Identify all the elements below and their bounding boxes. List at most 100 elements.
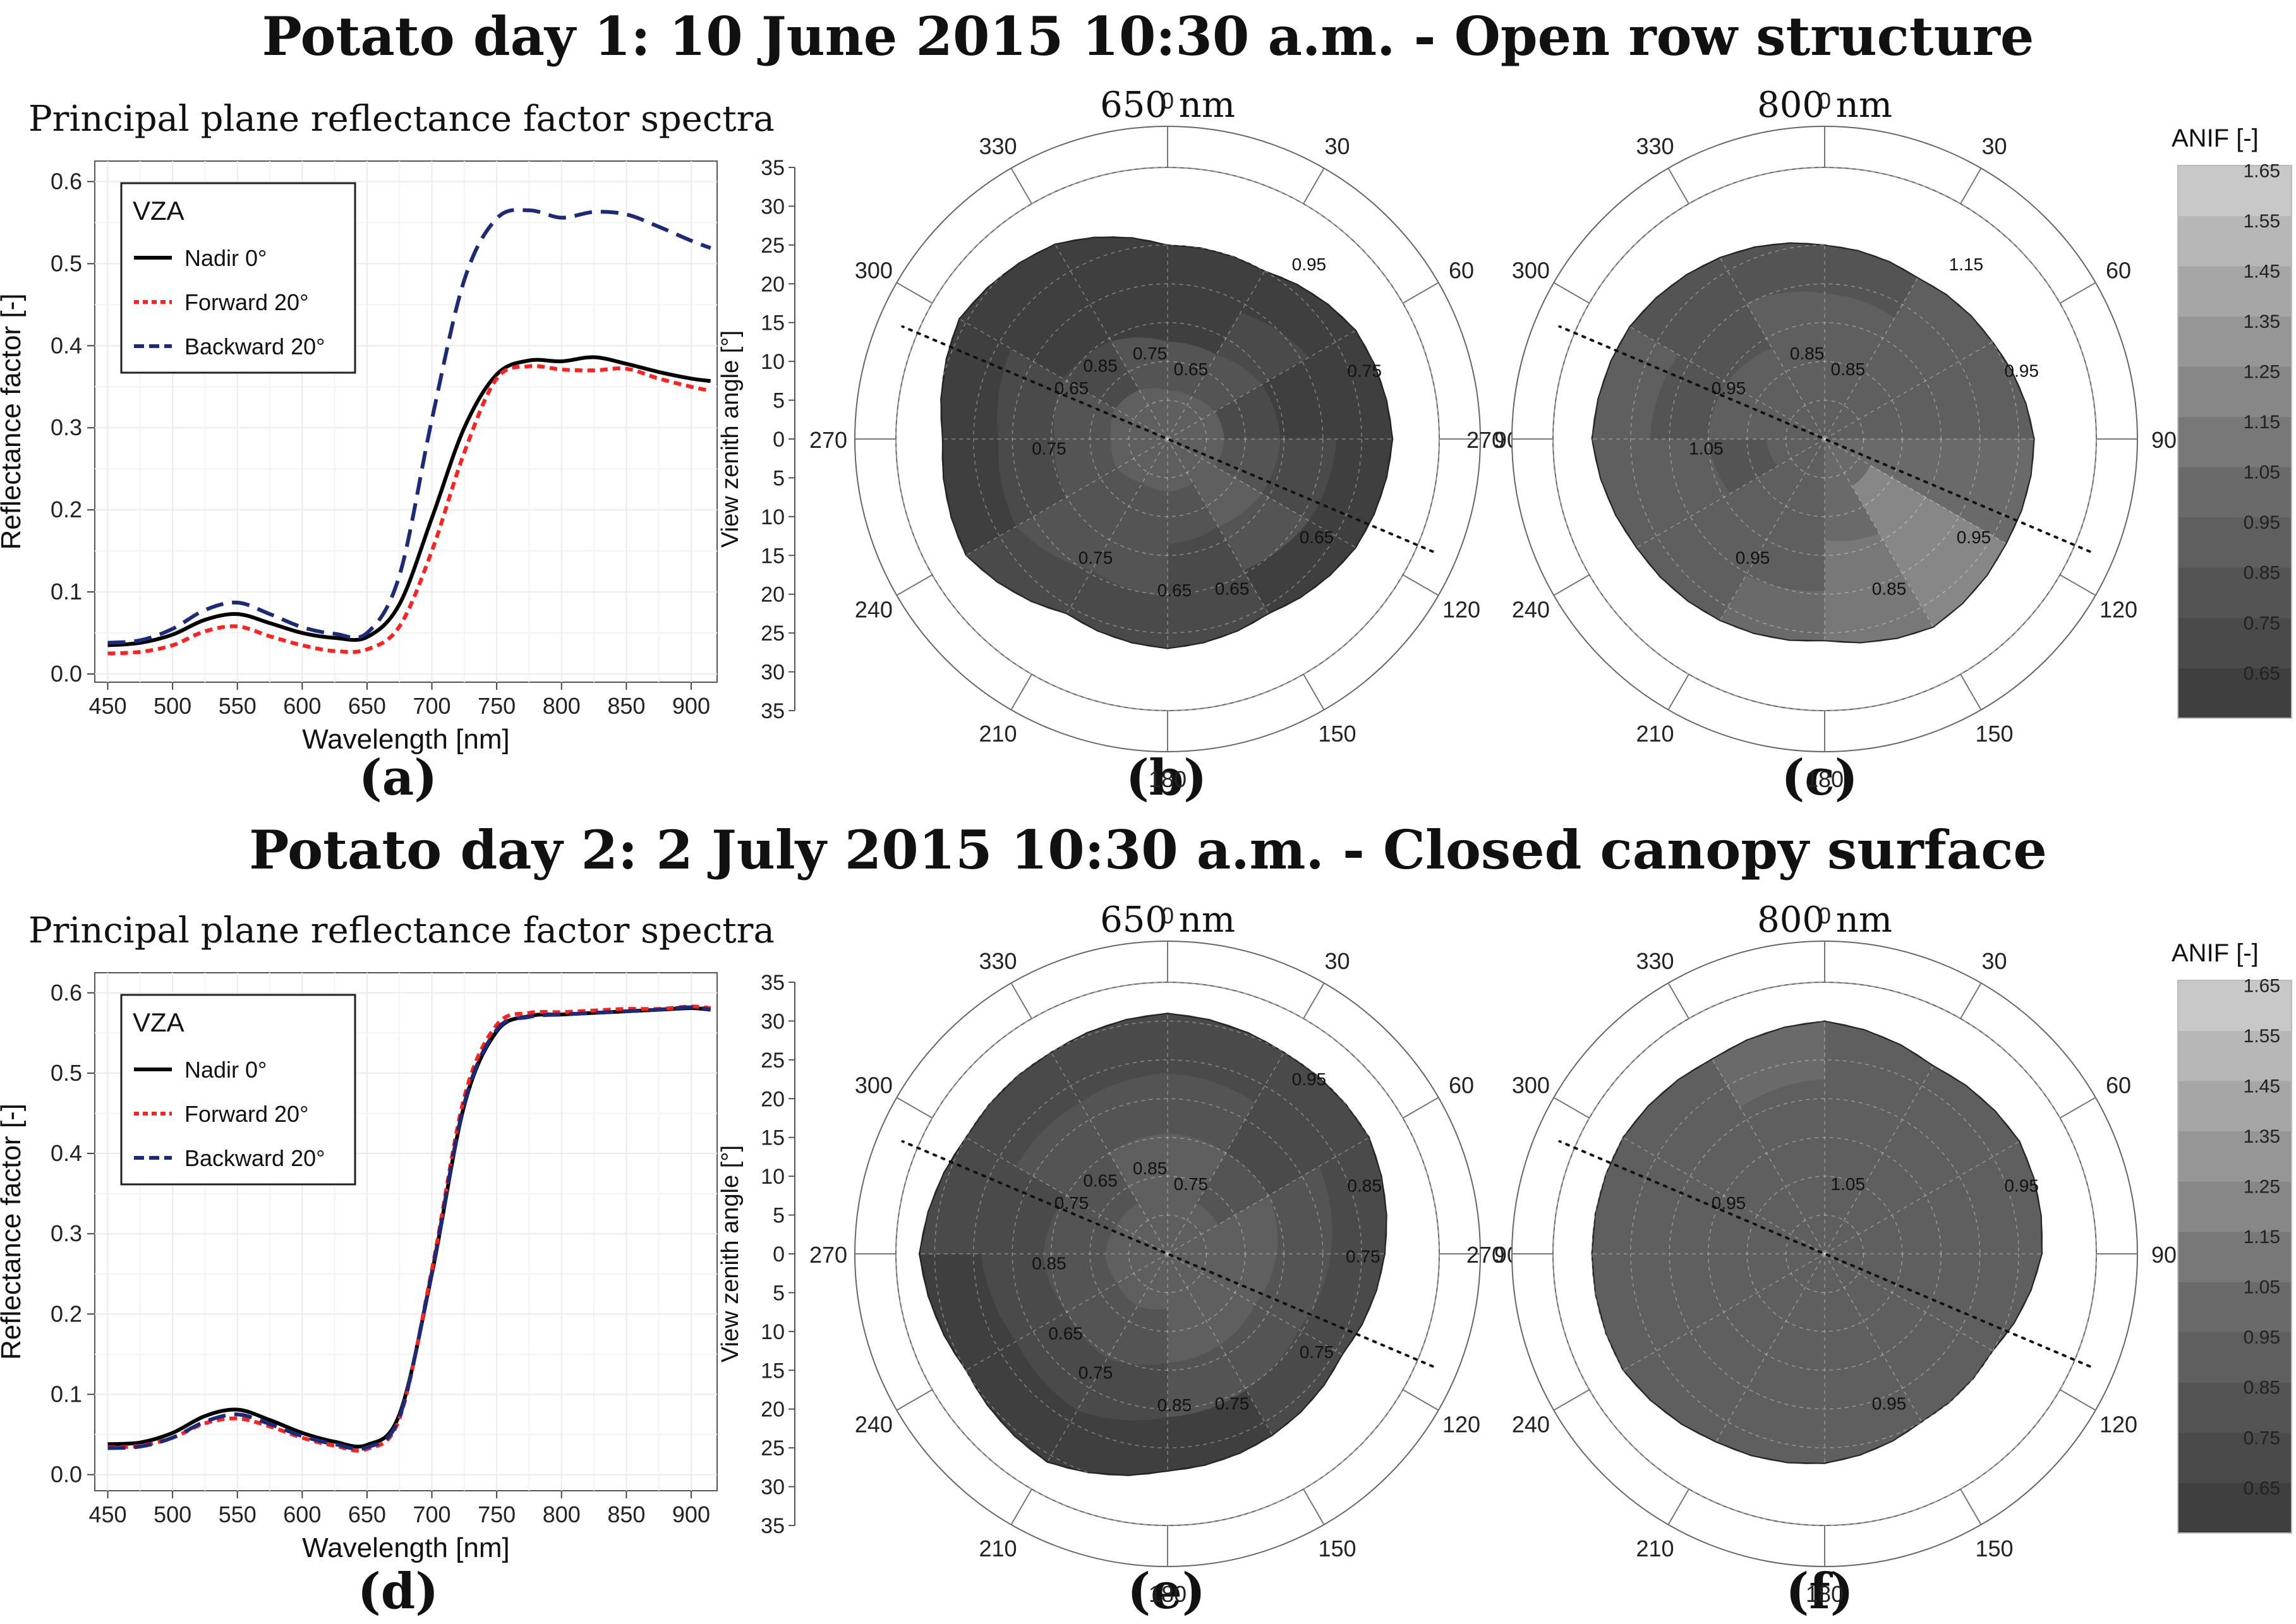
spectra-title: Principal plane reflectance factor spect… — [28, 910, 775, 951]
x-tick-label: 700 — [413, 693, 451, 719]
azimuth-label: 0 — [1161, 88, 1174, 114]
y-tick-label: 0.4 — [51, 1140, 82, 1166]
colorbar-tick-label: 1.05 — [2244, 1277, 2280, 1298]
azimuth-label: 30 — [1324, 948, 1350, 974]
azimuth-label: 120 — [1442, 597, 1480, 623]
colorbar-tick-label: 1.25 — [2244, 362, 2280, 383]
contour-label: 0.95 — [1712, 1193, 1746, 1213]
x-tick-label: 450 — [88, 693, 126, 719]
zenith-tick-label: 15 — [761, 1359, 785, 1383]
azimuth-label: 270 — [809, 427, 847, 453]
zenith-tick-label: 5 — [773, 389, 785, 413]
contour-label: 0.85 — [1083, 356, 1118, 376]
x-tick-label: 550 — [219, 693, 257, 719]
zenith-axis-title: View zenith angle [°] — [717, 330, 744, 548]
azimuth-label: 150 — [1975, 721, 2013, 747]
colorbar-tick-label: 1.35 — [2244, 311, 2280, 332]
zenith-tick-label: 5 — [773, 1281, 785, 1305]
azimuth-label: 240 — [855, 597, 893, 623]
coverage-outline — [1591, 1020, 2043, 1464]
contour-label: 0.75 — [1133, 344, 1168, 363]
panel-label-e: (e) — [1127, 1563, 1205, 1620]
azimuth-tick — [2059, 574, 2096, 596]
zenith-tick-label: 35 — [761, 156, 785, 180]
contour-label: 0.85 — [1347, 1176, 1382, 1196]
colorbar: ANIF [-] 0.65 0.75 0.85 0.95 1.05 1.15 1.25 1.35… — [2172, 124, 2292, 719]
colorbar-tick-label: 0.95 — [2244, 512, 2280, 533]
colorbar-step — [2178, 467, 2292, 518]
colorbar-step — [2178, 668, 2292, 719]
contour-label: 0.95 — [1957, 527, 1991, 547]
grid-ring — [1128, 399, 1207, 479]
grid-ring — [1012, 1098, 1324, 1410]
x-tick-label: 500 — [154, 1501, 191, 1527]
zenith-tick-label: 25 — [761, 622, 785, 646]
y-tick-label: 0.0 — [51, 1462, 82, 1488]
polar-chart-b: 650 nm03060901201501802102402703003300.6… — [717, 85, 1520, 792]
contour-cell — [1796, 1195, 1825, 1255]
colorbar-step — [2178, 416, 2292, 467]
zenith-tick-label: 20 — [761, 272, 785, 296]
legend-label: Backward 20° — [184, 334, 325, 359]
y-tick-label: 0.1 — [51, 579, 82, 604]
polar-title: 800 nm — [1757, 899, 1892, 941]
azimuth-label: 60 — [2106, 1073, 2131, 1098]
legend-box — [120, 994, 356, 1186]
panel-label-a: (a) — [358, 749, 438, 807]
spectra-chart-a: Principal plane reflectance factor spect… — [0, 99, 775, 755]
azimuth-label: 180 — [1806, 766, 1844, 792]
contour-label: 0.65 — [1048, 1323, 1083, 1343]
colorbar-step — [2178, 980, 2292, 1032]
colorbar-tick-label: 1.35 — [2244, 1126, 2280, 1147]
contour-label: 0.85 — [1790, 344, 1825, 363]
x-tick-label: 850 — [607, 1501, 645, 1527]
legend-label: Backward 20° — [184, 1145, 325, 1171]
azimuth-label: 210 — [1636, 721, 1674, 747]
panel-label-f: (f) — [1785, 1563, 1854, 1620]
x-tick-label: 500 — [154, 693, 191, 719]
spectra-chart-d: Principal plane reflectance factor spect… — [0, 910, 775, 1563]
colorbar-step — [2178, 1131, 2292, 1182]
zenith-axis-title: View zenith angle [°] — [717, 1145, 744, 1362]
colorbar-tick-label: 1.55 — [2244, 211, 2280, 232]
azimuth-label: 90 — [2151, 427, 2177, 453]
azimuth-tick — [1010, 673, 1032, 711]
grid-ring — [1707, 1136, 1942, 1371]
x-tick-label: 450 — [88, 1501, 126, 1527]
azimuth-label: 210 — [979, 1536, 1017, 1561]
azimuth-label: 90 — [2151, 1242, 2177, 1268]
contour-label: 0.65 — [1054, 378, 1089, 398]
colorbar-step — [2178, 617, 2292, 668]
y-tick-label: 0.6 — [51, 168, 82, 194]
azimuth-label: 270 — [1466, 427, 1504, 453]
contour-label: 1.05 — [1831, 1174, 1866, 1194]
zenith-tick-label: 5 — [773, 466, 785, 490]
x-tick-label: 650 — [348, 693, 386, 719]
grid-ring — [1089, 361, 1246, 517]
azimuth-label: 0 — [1161, 903, 1174, 929]
azimuth-tick — [1402, 1097, 1439, 1119]
colorbar-step — [2178, 1282, 2292, 1333]
colorbar-title: ANIF [-] — [2172, 939, 2259, 967]
y-tick-label: 0.4 — [51, 332, 82, 358]
azimuth-tick — [1010, 982, 1032, 1020]
azimuth-label: 120 — [1442, 1412, 1480, 1438]
series-line-dashed — [107, 1005, 711, 1452]
contour-cell — [1798, 389, 1825, 440]
y-tick-label: 0.5 — [51, 1060, 82, 1086]
contour-label: 0.75 — [1215, 1393, 1250, 1413]
grid-ring — [1785, 1214, 1864, 1294]
contour-label: 0.75 — [1032, 439, 1066, 459]
colorbar-tick-label: 1.65 — [2244, 975, 2280, 996]
zenith-tick-label: 20 — [761, 1087, 785, 1111]
colorbar-step — [2178, 1483, 2292, 1534]
colorbar-tick-label: 1.55 — [2244, 1026, 2280, 1047]
azimuth-label: 210 — [1636, 1536, 1674, 1561]
azimuth-tick — [1960, 982, 1982, 1020]
azimuth-label: 240 — [1512, 597, 1550, 623]
contour-label: 0.95 — [1292, 255, 1327, 274]
contour-label: 0.95 — [1872, 1393, 1907, 1413]
colorbar-step — [2178, 266, 2292, 317]
azimuth-label: 300 — [1512, 258, 1550, 284]
x-tick-label: 900 — [672, 1501, 710, 1527]
